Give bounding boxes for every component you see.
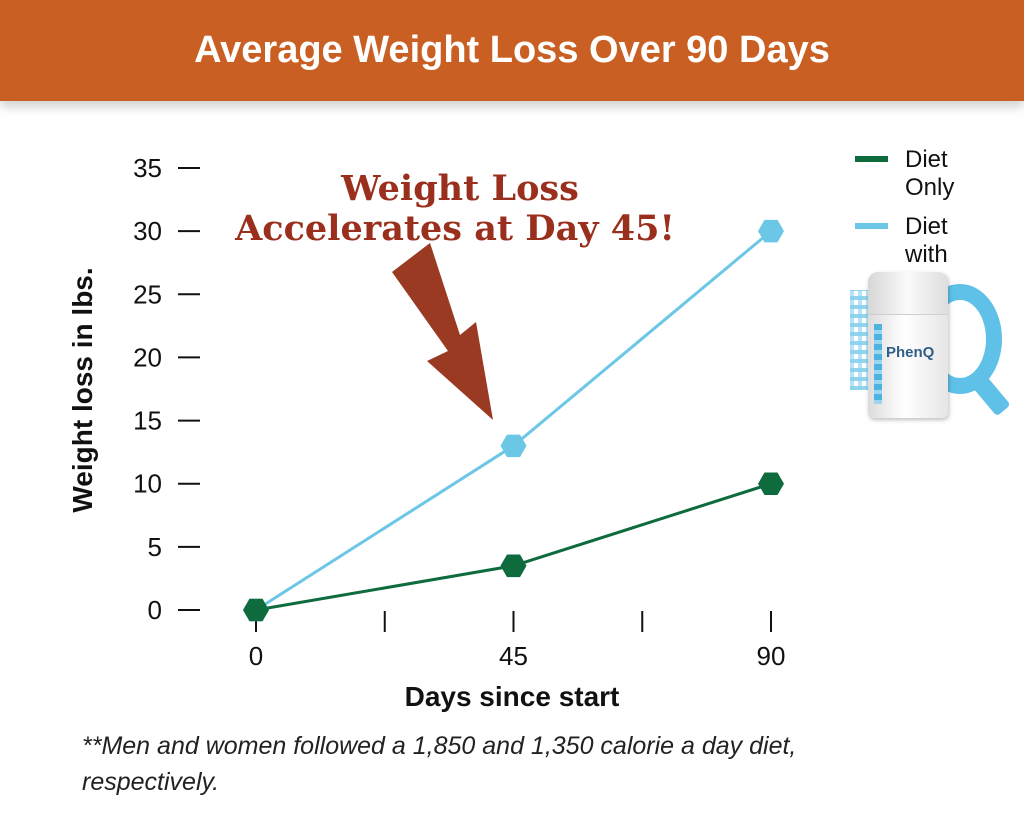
y-tick-label: 10 xyxy=(133,469,162,499)
series-line-diet-with xyxy=(255,229,772,612)
x-tick-label: 45 xyxy=(499,641,528,671)
y-axis-label: Weight loss in lbs. xyxy=(67,267,98,512)
y-tick-label: 5 xyxy=(148,532,162,562)
legend-label-line1: Diet xyxy=(905,146,948,173)
footnote-line-2: respectively. xyxy=(82,768,220,796)
data-point-diet-only xyxy=(500,554,527,578)
annotation-line-2: Accelerates at Day 45! xyxy=(234,208,675,249)
series-line-diet-only xyxy=(255,482,772,612)
y-tick-label: 35 xyxy=(133,153,162,183)
data-point-diet-with xyxy=(500,434,527,458)
y-tick-label: 30 xyxy=(133,216,162,246)
phenq-bottle-icon: PhenQ xyxy=(868,272,948,418)
y-tick-label: 20 xyxy=(133,342,162,372)
bottle-stripe xyxy=(874,324,882,404)
annotation-arrow-icon xyxy=(392,243,493,420)
data-point-diet-with xyxy=(758,219,784,243)
data-point-diet-only xyxy=(243,598,269,622)
title-banner: Average Weight Loss Over 90 Days xyxy=(0,0,1024,101)
x-axis-label: Days since start xyxy=(405,681,620,712)
annotation-line-1: Weight Loss xyxy=(340,168,579,209)
y-tick-label: 0 xyxy=(148,595,162,625)
bottle-brand-label: PhenQ xyxy=(886,344,935,361)
x-tick-label: 90 xyxy=(757,641,786,671)
pixel-decoration xyxy=(850,290,872,390)
phenq-product-image: PhenQ xyxy=(848,270,1018,420)
x-tick-label: 0 xyxy=(249,641,263,671)
bottle-cap xyxy=(868,272,948,315)
chart-title: Average Weight Loss Over 90 Days xyxy=(194,29,830,71)
legend-label-line1: Diet xyxy=(905,213,948,240)
footnote-line-1: **Men and women followed a 1,850 and 1,3… xyxy=(82,732,797,760)
data-point-diet-only xyxy=(758,472,784,495)
y-tick-label: 15 xyxy=(133,406,162,436)
y-tick-label: 25 xyxy=(133,279,162,309)
footnote: **Men and women followed a 1,850 and 1,3… xyxy=(82,728,982,800)
legend-label-line2: Only xyxy=(905,174,954,201)
legend-label-line2: with xyxy=(904,241,948,268)
